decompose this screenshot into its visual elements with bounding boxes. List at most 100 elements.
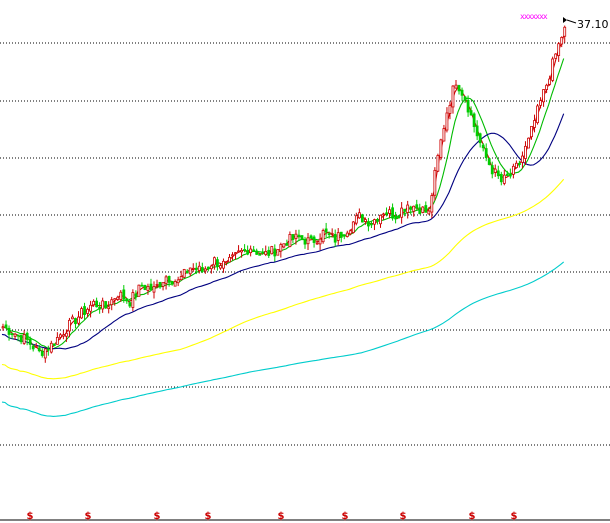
candle (116, 295, 120, 302)
candle (155, 279, 159, 289)
candle (472, 112, 476, 133)
candle (98, 302, 102, 314)
candle (58, 333, 62, 340)
candle (460, 87, 464, 102)
candle (490, 161, 494, 179)
candle (170, 280, 174, 286)
candle (421, 206, 425, 214)
candle (388, 206, 391, 219)
candle (354, 212, 358, 226)
candle (237, 245, 240, 253)
candle (273, 244, 277, 262)
top-marker: xxxxxxx (520, 12, 548, 21)
candle (216, 256, 219, 271)
candle (107, 301, 111, 314)
candle (330, 228, 334, 238)
candle (481, 142, 485, 152)
candle (231, 252, 234, 261)
candle (276, 249, 280, 256)
candle (188, 267, 192, 277)
candle (433, 167, 437, 201)
candle (119, 290, 123, 302)
candle (55, 332, 59, 345)
candle (25, 331, 29, 346)
candle (270, 245, 274, 255)
candle (511, 163, 515, 179)
candle (339, 231, 343, 243)
candle (143, 284, 147, 291)
candle (225, 261, 228, 266)
candle (65, 329, 68, 342)
candle (436, 153, 440, 172)
candle (333, 229, 337, 247)
last-price-label: 37.10 (577, 18, 609, 31)
candle (194, 262, 198, 275)
candle (367, 217, 370, 232)
candle (261, 248, 265, 255)
candle (469, 106, 473, 116)
candle (113, 298, 117, 306)
candle (385, 207, 388, 217)
candle (206, 266, 210, 272)
candle (222, 258, 225, 273)
candle (243, 244, 247, 253)
candle (373, 218, 376, 231)
candle (288, 231, 292, 248)
candle (439, 138, 443, 161)
candle (306, 233, 310, 250)
candle (463, 95, 467, 104)
dividend-marker: $ (205, 511, 212, 522)
candle (475, 120, 479, 141)
candle (487, 157, 491, 166)
candle (158, 281, 162, 289)
candle (228, 253, 231, 263)
candle (131, 289, 135, 312)
candle (303, 236, 307, 249)
candle (496, 165, 500, 179)
candle (167, 275, 171, 287)
candle (134, 290, 138, 301)
candle (315, 240, 319, 245)
candle (327, 231, 331, 239)
candle (336, 228, 340, 245)
candle (137, 284, 141, 297)
candle (505, 170, 509, 177)
candle (52, 343, 56, 347)
candle (502, 169, 506, 186)
candle (394, 211, 398, 224)
markers: $ $ $ $ $ $ $ $ $ (27, 511, 518, 522)
candle (267, 246, 271, 258)
candle (161, 282, 165, 291)
ma-longest-line (1, 261, 565, 417)
candle (291, 234, 295, 244)
candle (409, 205, 413, 215)
candle (351, 221, 355, 234)
ma-mid-line (1, 58, 565, 350)
candle (104, 300, 108, 309)
candle (524, 141, 527, 165)
candle (551, 56, 555, 83)
candle (28, 336, 32, 350)
candle (400, 202, 404, 224)
candle (86, 307, 89, 318)
candle (255, 248, 259, 255)
candle (4, 320, 8, 329)
candle (68, 317, 71, 338)
candle (279, 242, 283, 258)
candle (424, 201, 428, 213)
candle (294, 229, 298, 245)
candle (318, 233, 322, 251)
candle (37, 345, 41, 353)
candle (282, 243, 286, 249)
candle (146, 283, 150, 295)
candle (264, 245, 268, 257)
dividend-marker: $ (27, 511, 34, 522)
candle (1, 323, 5, 331)
candle (363, 217, 367, 225)
candle (309, 234, 313, 239)
candle (80, 306, 83, 319)
candle (83, 302, 86, 320)
candle (173, 279, 177, 287)
candle (521, 151, 524, 169)
candle (49, 340, 53, 354)
